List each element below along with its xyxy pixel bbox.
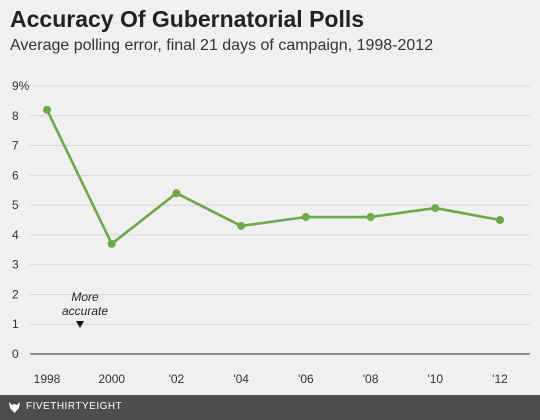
x-tick-label: 1998 — [34, 372, 61, 386]
line-chart: 0 1 2 3 4 5 6 7 8 9% 1998 2000 '02 '04 '06 '08 '10 '12 M… — [12, 79, 530, 386]
data-point — [496, 216, 504, 224]
series-line — [45, 108, 502, 246]
chart-title: Accuracy Of Gubernatorial Polls — [10, 6, 365, 32]
y-tick-label: 3 — [12, 258, 19, 272]
y-tick-label: 9% — [12, 79, 30, 93]
data-point — [237, 221, 246, 230]
x-tick-label: '06 — [298, 372, 314, 386]
y-tick-labels: 0 1 2 3 4 5 6 7 8 9% — [12, 79, 30, 361]
data-point — [107, 239, 116, 248]
x-tick-label: '12 — [492, 372, 508, 386]
y-tick-label: 4 — [12, 228, 19, 242]
fox-logo-icon — [9, 402, 20, 413]
y-tick-label: 8 — [12, 109, 19, 123]
x-tick-label: '10 — [427, 372, 443, 386]
data-point — [431, 204, 440, 213]
y-tick-label: 5 — [12, 198, 19, 212]
chart-subtitle: Average polling error, final 21 days of … — [10, 37, 434, 54]
x-tick-label: '02 — [169, 372, 185, 386]
annotation-more-accurate: More accurate — [62, 290, 108, 328]
down-triangle-icon — [76, 321, 84, 328]
data-point — [172, 189, 181, 198]
annotation-text-line-1: More — [71, 290, 99, 304]
x-tick-label: '04 — [233, 372, 249, 386]
data-point — [366, 213, 375, 222]
series — [43, 105, 504, 248]
y-tick-label: 1 — [12, 317, 19, 331]
x-tick-labels: 1998 2000 '02 '04 '06 '08 '10 '12 — [34, 372, 508, 386]
grid — [30, 85, 530, 355]
annotation-text-line-2: accurate — [62, 304, 108, 318]
footer-brand: FIVETHIRTYEIGHT — [26, 401, 123, 412]
x-tick-label: '08 — [363, 372, 379, 386]
y-tick-label: 7 — [12, 139, 19, 153]
data-point — [43, 105, 51, 114]
y-tick-label: 0 — [12, 347, 19, 361]
data-point — [301, 213, 310, 222]
y-tick-label: 6 — [12, 168, 19, 182]
x-tick-label: 2000 — [98, 372, 125, 386]
y-tick-label: 2 — [12, 287, 19, 301]
footer-bar: FIVETHIRTYEIGHT — [0, 395, 540, 420]
